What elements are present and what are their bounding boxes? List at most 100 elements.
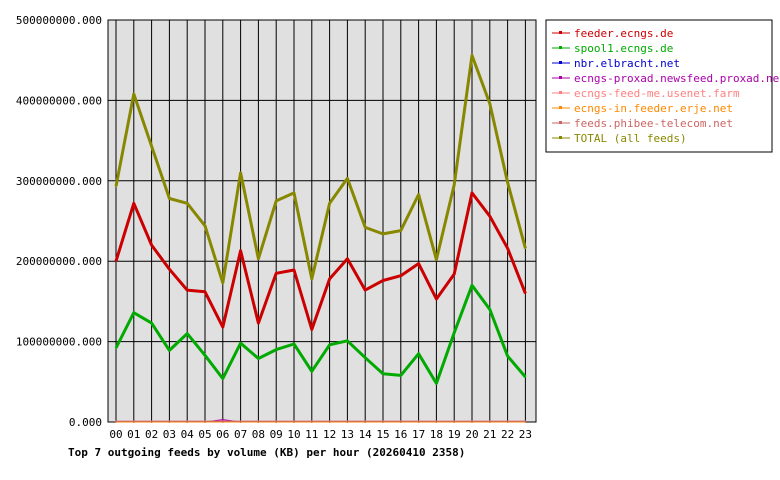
- data-point: [364, 289, 367, 291]
- x-tick-label: 04: [181, 428, 195, 441]
- data-point: [453, 331, 456, 334]
- data-point: [364, 356, 367, 359]
- data-point: [168, 268, 171, 271]
- data-point: [257, 357, 260, 360]
- series-lines: [114, 53, 527, 423]
- series-line-7: [114, 53, 527, 285]
- data-point: [400, 229, 402, 232]
- x-tick-label: 06: [216, 428, 229, 441]
- legend-marker: [559, 61, 562, 64]
- data-point: [382, 420, 384, 422]
- data-point: [382, 372, 384, 375]
- data-point: [346, 339, 349, 342]
- data-point: [186, 202, 188, 205]
- data-point: [471, 192, 473, 194]
- y-tick-label: 300000000.000: [16, 175, 102, 188]
- data-point: [239, 420, 242, 422]
- data-point: [293, 343, 295, 345]
- data-point: [239, 249, 242, 252]
- data-point: [222, 418, 224, 421]
- data-point: [435, 258, 438, 261]
- x-tick-label: 17: [412, 428, 425, 441]
- x-tick-label: 19: [448, 428, 461, 441]
- data-point: [168, 349, 171, 352]
- x-tick-label: 07: [234, 428, 247, 441]
- legend-marker: [559, 46, 562, 49]
- data-point: [133, 311, 135, 314]
- data-point: [115, 260, 117, 263]
- data-point: [524, 420, 527, 422]
- data-point: [293, 192, 295, 194]
- x-tick-label: 20: [465, 428, 478, 441]
- data-point: [435, 420, 438, 422]
- data-point: [524, 247, 527, 250]
- data-point: [471, 420, 473, 422]
- data-point: [417, 262, 420, 265]
- data-point: [524, 292, 527, 295]
- data-point: [133, 202, 135, 205]
- data-point: [328, 278, 331, 280]
- data-point: [204, 354, 206, 357]
- data-point: [364, 226, 367, 229]
- legend-marker: [559, 76, 562, 79]
- data-point: [222, 420, 224, 422]
- legend-marker: [559, 91, 562, 94]
- data-point: [417, 193, 420, 196]
- data-point: [186, 289, 188, 291]
- data-point: [400, 420, 402, 422]
- data-point: [328, 202, 331, 205]
- legend-label: ecngs-feed-me.usenet.farm: [574, 87, 740, 100]
- data-point: [168, 197, 171, 200]
- data-point: [453, 273, 456, 275]
- data-point: [311, 420, 313, 422]
- legend-box: [545, 19, 773, 153]
- data-point: [328, 420, 331, 422]
- data-point: [346, 257, 349, 260]
- data-point: [489, 308, 491, 311]
- data-point: [293, 420, 295, 422]
- data-point: [346, 177, 349, 180]
- x-axis-ticks: 00 01 02 03 04 05 06 07 08 09 10 11 12 13 14 15 16 17 18 19…: [109, 428, 532, 441]
- data-point: [115, 347, 117, 349]
- legend-marker: [559, 121, 562, 124]
- x-tick-label: 18: [430, 428, 443, 441]
- x-tick-label: 12: [323, 428, 336, 441]
- data-point: [239, 342, 242, 345]
- y-axis-ticks: 0.000 100000000.000 200000000.000 300000000…: [16, 14, 102, 429]
- data-point: [222, 326, 224, 328]
- x-tick-label: 00: [109, 428, 122, 441]
- legend-label: TOTAL (all feeds): [574, 132, 687, 145]
- data-point: [417, 420, 420, 422]
- data-point: [506, 355, 509, 357]
- data-point: [311, 328, 313, 331]
- data-point: [222, 282, 224, 284]
- data-point: [328, 344, 331, 346]
- data-point: [204, 420, 206, 422]
- y-tick-label: 400000000.000: [16, 94, 102, 107]
- data-point: [275, 420, 278, 422]
- data-point: [364, 420, 367, 422]
- data-point: [133, 420, 135, 422]
- data-point: [239, 171, 242, 174]
- data-point: [186, 420, 188, 422]
- x-tick-label: 23: [519, 428, 532, 441]
- x-tick-label: 09: [270, 428, 283, 441]
- x-tick-label: 01: [127, 428, 140, 441]
- data-point: [168, 420, 171, 422]
- y-tick-label: 500000000.000: [16, 14, 102, 27]
- data-point: [506, 181, 509, 184]
- series-line-0: [114, 191, 527, 331]
- x-tick-label: 10: [287, 428, 300, 441]
- legend-label: feeder.ecngs.de: [574, 27, 673, 40]
- data-point: [453, 184, 456, 186]
- chart-title: Top 7 outgoing feeds by volume (KB) per …: [68, 446, 465, 459]
- data-point: [275, 348, 278, 351]
- x-tick-label: 15: [376, 428, 389, 441]
- legend-marker: [559, 106, 562, 109]
- legend-label: feeds.phibee-telecom.net: [574, 117, 733, 130]
- legend-marker: [559, 31, 562, 34]
- data-point: [489, 420, 491, 422]
- legend-label: ecngs-proxad.newsfeed.proxad.net: [574, 72, 780, 85]
- data-point: [346, 420, 349, 422]
- data-point: [453, 420, 456, 422]
